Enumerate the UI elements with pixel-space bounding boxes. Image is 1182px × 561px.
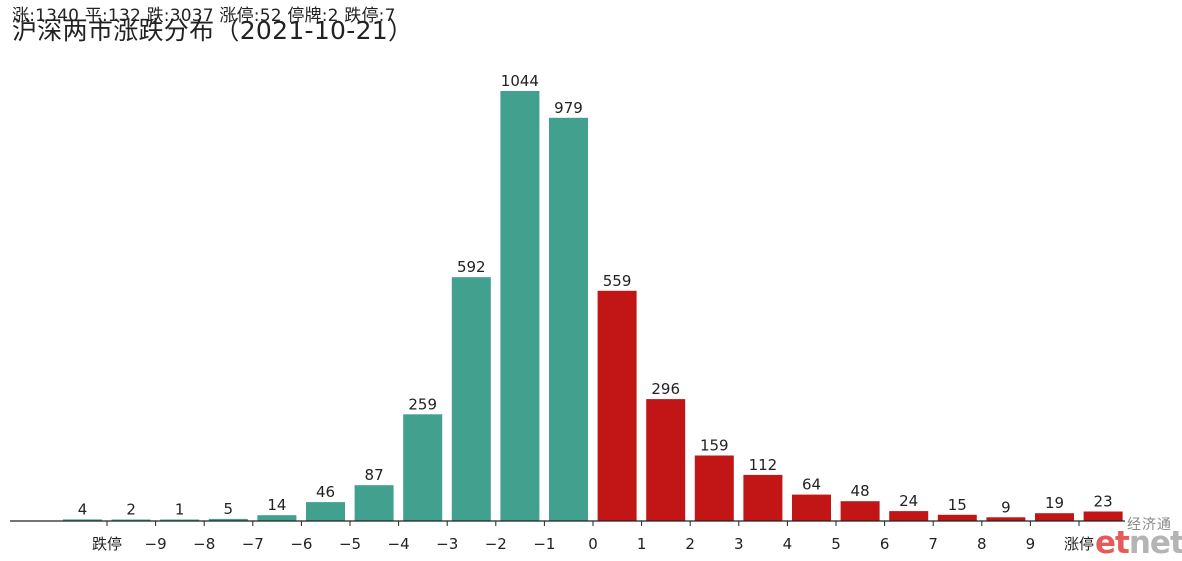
bar-9	[500, 91, 540, 521]
bar-value-label-0: 4	[78, 500, 88, 518]
bar-value-label-12: 296	[651, 380, 680, 398]
bar-7	[403, 414, 443, 521]
x-tick-label-9: −1	[533, 535, 555, 553]
bar-14	[743, 474, 783, 521]
bar-21	[1083, 511, 1123, 521]
x-tick-label-14: 4	[783, 535, 793, 553]
bar-value-label-9: 1044	[501, 72, 539, 90]
bars-layer	[63, 91, 1123, 522]
bar-16	[840, 501, 880, 521]
bar-value-label-1: 2	[126, 501, 136, 519]
x-tick-label-11: 1	[637, 535, 647, 553]
bar-value-label-19: 9	[1001, 498, 1011, 516]
x-tick-label-13: 3	[734, 535, 744, 553]
bar-value-label-14: 112	[749, 456, 778, 474]
chart-title: 沪深两市涨跌分布（2021-10-21）	[12, 16, 414, 45]
bar-value-label-20: 19	[1045, 494, 1064, 512]
bar-value-label-21: 23	[1094, 493, 1113, 511]
x-tick-label-19: 9	[1026, 535, 1036, 553]
bar-value-label-16: 48	[851, 482, 870, 500]
bar-20	[1035, 513, 1074, 521]
x-tick-label-3: −7	[242, 535, 264, 553]
bar-6	[354, 485, 394, 521]
x-tick-label-4: −6	[290, 535, 312, 553]
bar-18	[937, 514, 977, 521]
logo-chinese-text: 经济通	[1127, 517, 1172, 533]
bar-value-label-18: 15	[948, 496, 967, 514]
bar-15	[792, 494, 831, 521]
x-tick-label-20: 涨停	[1064, 535, 1094, 553]
bar-1	[111, 519, 151, 521]
bar-11	[597, 290, 637, 521]
bar-value-label-15: 64	[802, 476, 821, 494]
x-tick-label-1: −9	[145, 535, 167, 553]
logo-et-text: et	[1095, 525, 1130, 561]
x-tick-label-7: −3	[436, 535, 458, 553]
bar-13	[694, 455, 734, 521]
x-tick-label-5: −5	[339, 535, 361, 553]
x-tick-label-6: −4	[388, 535, 410, 553]
bar-12	[646, 399, 686, 521]
x-tick-label-10: 0	[588, 535, 598, 553]
bar-value-label-6: 87	[365, 466, 384, 484]
x-tick-label-8: −2	[485, 535, 507, 553]
x-tick-label-12: 2	[685, 535, 695, 553]
x-tick-label-16: 6	[880, 535, 890, 553]
bar-10	[549, 117, 588, 522]
bar-value-label-5: 46	[316, 483, 335, 501]
bar-3	[208, 518, 248, 521]
bar-8	[451, 277, 491, 521]
logo-net-text: net	[1128, 525, 1182, 561]
bar-value-label-17: 24	[899, 492, 918, 510]
bar-value-label-3: 5	[224, 500, 234, 518]
x-tick-label-17: 7	[928, 535, 938, 553]
etnet-logo: etnet	[1095, 525, 1182, 561]
bar-value-label-8: 592	[457, 258, 486, 276]
x-tick-label-2: −8	[193, 535, 215, 553]
bar-value-label-11: 559	[603, 272, 632, 290]
bar-19	[986, 517, 1026, 521]
market-stats-summary: 涨:1340 平:132 跌:3037 涨停:52 停牌:2 跌停:7	[12, 6, 396, 26]
bar-value-label-4: 14	[267, 496, 286, 514]
bar-17	[889, 511, 929, 521]
x-axis: 跌停 −9 −8 −7 −6 −5 −4 −3 −2 −1 0 1 2 3 4 5 6 7 8 9 涨停	[10, 520, 1125, 553]
x-tick-label-15: 5	[831, 535, 841, 553]
bar-5	[306, 502, 345, 521]
x-tick-label-18: 8	[977, 535, 987, 553]
bar-4	[257, 515, 297, 521]
bar-0	[63, 519, 102, 521]
bar-value-label-7: 259	[408, 395, 437, 413]
bar-2	[160, 519, 200, 521]
bar-value-label-10: 979	[554, 99, 583, 117]
x-tick-label-0: 跌停	[92, 535, 122, 553]
bar-value-label-13: 159	[700, 437, 729, 455]
bar-value-label-2: 1	[175, 501, 185, 519]
